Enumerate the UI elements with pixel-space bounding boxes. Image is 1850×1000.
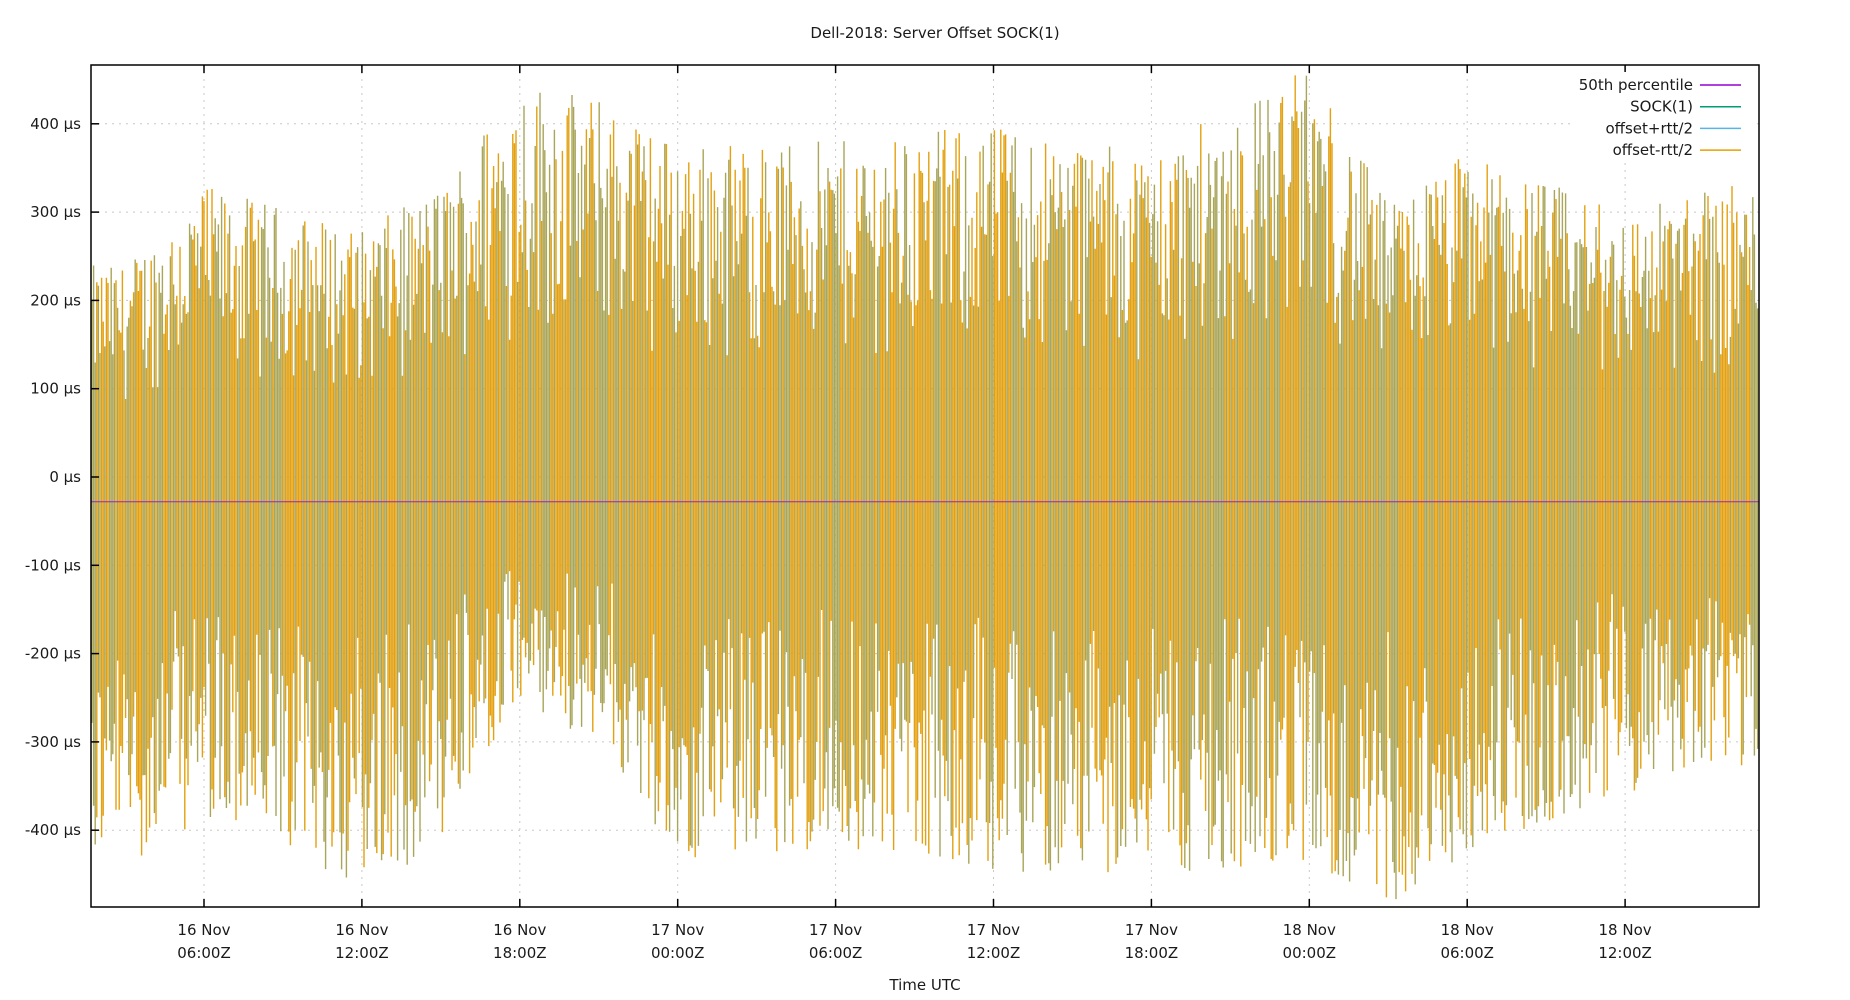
- x-axis-title: Time UTC: [888, 976, 960, 994]
- x-tick-date: 17 Nov: [967, 921, 1020, 939]
- data-series: [91, 75, 1759, 900]
- y-tick-label: -300 µs: [25, 733, 81, 751]
- x-tick-date: 17 Nov: [809, 921, 862, 939]
- x-tick-time: 18:00Z: [493, 944, 547, 962]
- x-tick-date: 16 Nov: [335, 921, 388, 939]
- y-tick-label: 400 µs: [30, 115, 81, 133]
- plot-area-border: [90, 64, 1760, 908]
- x-tick-time: 00:00Z: [651, 944, 705, 962]
- x-tick-time: 12:00Z: [335, 944, 389, 962]
- x-tick-time: 06:00Z: [1440, 944, 1494, 962]
- y-tick-label: -100 µs: [25, 556, 81, 574]
- x-tick-date: 17 Nov: [1125, 921, 1178, 939]
- y-tick-label: 300 µs: [30, 203, 81, 221]
- chart-title: Dell-2018: Server Offset SOCK(1): [810, 24, 1059, 42]
- legend-label: 50th percentile: [1579, 76, 1693, 94]
- x-tick-date: 16 Nov: [493, 921, 546, 939]
- x-tick-time: 18:00Z: [1125, 944, 1179, 962]
- y-axis-ticks: 400 µs 300 µs 200 µs 100 µs 0 µs -100 µs -200 …: [25, 115, 99, 839]
- x-tick-time: 06:00Z: [177, 944, 231, 962]
- y-tick-label: -200 µs: [25, 645, 81, 663]
- x-tick-time: 06:00Z: [809, 944, 863, 962]
- x-tick-date: 18 Nov: [1441, 921, 1494, 939]
- x-tick-time: 12:00Z: [1598, 944, 1652, 962]
- x-tick-date: 18 Nov: [1283, 921, 1336, 939]
- y-tick-label: 200 µs: [30, 291, 81, 309]
- x-tick-date: 16 Nov: [177, 921, 230, 939]
- x-axis-ticks: 16 Nov 06:00Z 16 Nov 12:00Z 16 Nov 18:00Z 17 N…: [177, 65, 1652, 962]
- x-tick-date: 17 Nov: [651, 921, 704, 939]
- legend-label: SOCK(1): [1630, 98, 1693, 116]
- legend: 50th percentile SOCK(1) offset+rtt/2 offset…: [1570, 72, 1755, 160]
- x-tick-time: 00:00Z: [1283, 944, 1337, 962]
- y-tick-label: 0 µs: [49, 468, 81, 486]
- x-tick-time: 12:00Z: [967, 944, 1021, 962]
- x-tick-date: 18 Nov: [1599, 921, 1652, 939]
- y-tick-label: 100 µs: [30, 380, 81, 398]
- legend-label: offset+rtt/2: [1605, 119, 1693, 137]
- y-tick-label: -400 µs: [25, 821, 81, 839]
- legend-label: offset-rtt/2: [1613, 141, 1693, 159]
